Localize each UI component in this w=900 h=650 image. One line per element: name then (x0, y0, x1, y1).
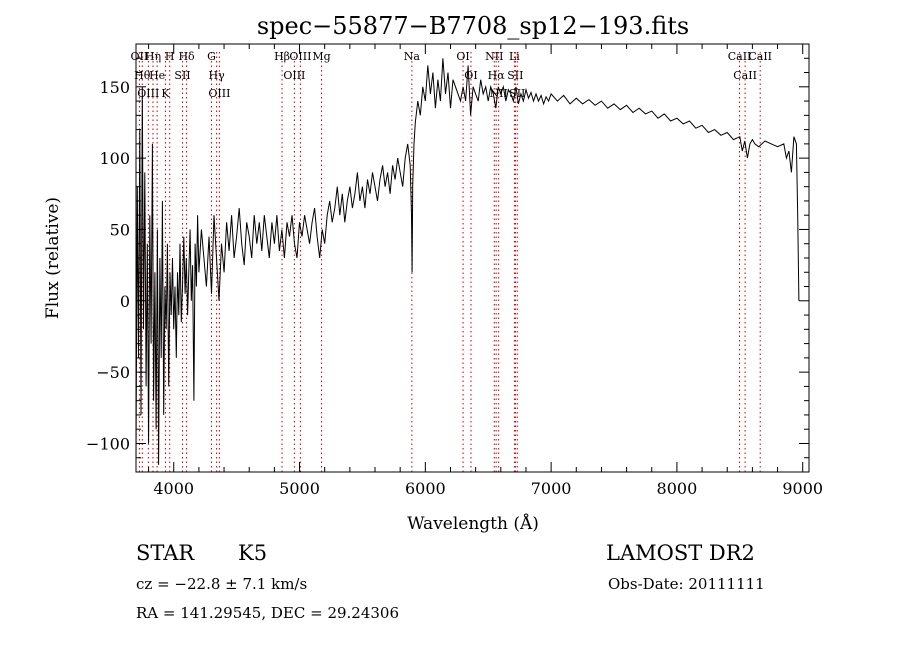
line-marker-label: OI (456, 50, 469, 63)
line-marker-label: OIII (208, 87, 230, 100)
object-class: STAR (136, 541, 195, 565)
axis-ticks: 4000 5000 6000 7000 8000 9000 −100 −50 0 50 100 150 (86, 44, 823, 498)
line-markers (138, 52, 761, 472)
line-marker-label: OII (131, 50, 149, 63)
plot-frame (135, 43, 810, 473)
x-tick-label: 6000 (405, 479, 446, 498)
line-marker-label: K (161, 87, 170, 100)
y-tick-label: 0 (120, 292, 130, 311)
line-marker-label: Hα (488, 69, 506, 82)
x-tick-label: 4000 (153, 479, 194, 498)
line-marker-label: CaII (733, 69, 757, 82)
line-marker-label: He (149, 69, 165, 82)
y-tick-label: 150 (99, 78, 130, 97)
x-tick-label: 8000 (657, 479, 698, 498)
line-marker-label: Hδ (178, 50, 195, 63)
spectrum-line (135, 58, 800, 465)
series-layer (135, 58, 800, 465)
y-tick-label: −100 (86, 434, 130, 453)
line-marker-label: SII (174, 69, 190, 82)
line-marker-label: NII (485, 50, 503, 63)
y-axis-label: Flux (relative) (43, 197, 63, 319)
line-marker-label: OIII (137, 87, 159, 100)
observation-date: Obs-Date: 20111111 (608, 575, 765, 593)
y-tick-label: 100 (99, 149, 130, 168)
x-axis-label: Wavelength (Å) (407, 513, 539, 534)
line-marker-label: Mg (312, 50, 330, 63)
redshift-cz: cz = −22.8 ± 7.1 km/s (136, 575, 308, 593)
line-marker-label: Hγ (209, 69, 226, 82)
line-marker-label: OIII (283, 69, 305, 82)
y-tick-label: −50 (96, 363, 130, 382)
coordinates: RA = 141.29545, DEC = 29.24306 (136, 604, 400, 622)
line-marker-label: CaII (728, 50, 752, 63)
object-subclass: K5 (238, 541, 268, 565)
line-marker-label: OIII (289, 50, 311, 63)
line-marker-label: CaII (748, 50, 772, 63)
x-tick-label: 9000 (782, 479, 823, 498)
x-tick-label: 7000 (531, 479, 572, 498)
x-tick-label: 5000 (279, 479, 320, 498)
line-marker-label: SII (507, 69, 523, 82)
y-tick-label: 50 (110, 220, 130, 239)
chart-title: spec−55877−B7708_sp12−193.fits (257, 12, 689, 40)
line-marker-label: G (207, 50, 216, 63)
line-marker-label: Na (404, 50, 421, 63)
line-marker-label: Hη (145, 50, 161, 63)
line-marker-label: OI (464, 69, 477, 82)
survey-name: LAMOST DR2 (606, 541, 755, 565)
line-marker-label: Hβ (274, 50, 290, 63)
line-marker-label: H (165, 50, 175, 63)
line-marker-label: Li (509, 50, 520, 63)
